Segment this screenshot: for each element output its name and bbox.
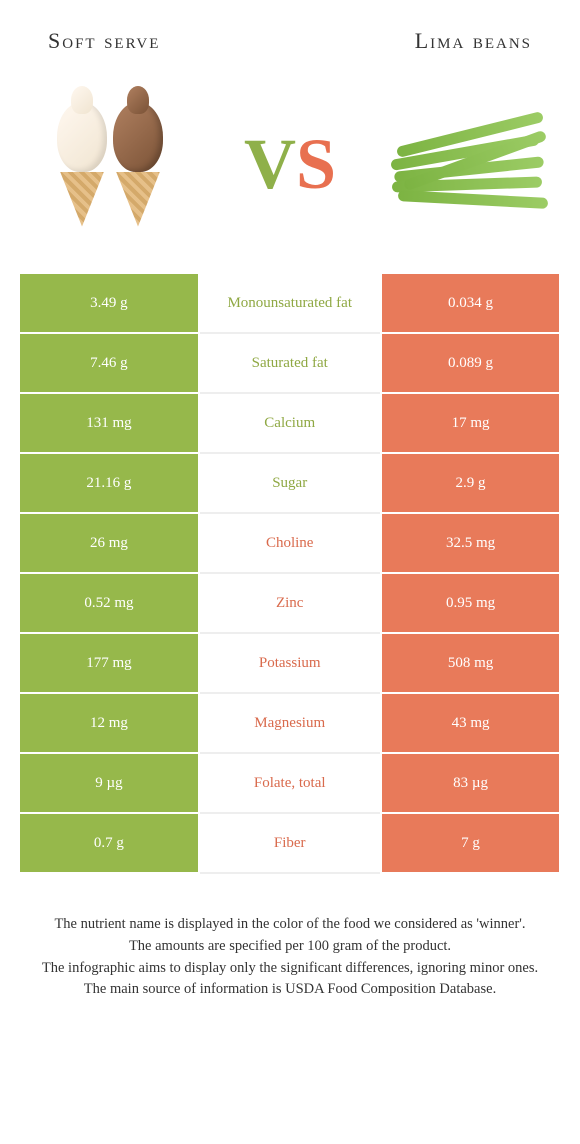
right-value: 2.9 g (380, 454, 560, 514)
right-value: 0.95 mg (380, 574, 560, 634)
right-value: 0.089 g (380, 334, 560, 394)
table-row: 131 mgCalcium17 mg (20, 394, 560, 454)
left-value: 0.7 g (20, 814, 200, 874)
nutrient-label: Zinc (200, 574, 380, 634)
table-row: 0.52 mgZinc0.95 mg (20, 574, 560, 634)
table-row: 21.16 gSugar2.9 g (20, 454, 560, 514)
nutrient-label: Sugar (200, 454, 380, 514)
left-value: 131 mg (20, 394, 200, 454)
left-food-title: Soft serve (48, 28, 160, 54)
left-value: 177 mg (20, 634, 200, 694)
right-value: 43 mg (380, 694, 560, 754)
left-value: 12 mg (20, 694, 200, 754)
nutrient-label: Monounsaturated fat (200, 274, 380, 334)
nutrient-label: Folate, total (200, 754, 380, 814)
right-value: 508 mg (380, 634, 560, 694)
left-value: 3.49 g (20, 274, 200, 334)
right-food-image (390, 84, 550, 244)
vs-v: V (244, 124, 296, 204)
right-value: 83 µg (380, 754, 560, 814)
table-row: 7.46 gSaturated fat0.089 g (20, 334, 560, 394)
table-row: 12 mgMagnesium43 mg (20, 694, 560, 754)
footer-line: The amounts are specified per 100 gram o… (26, 936, 554, 958)
header: Soft serve Lima beans (0, 0, 580, 64)
left-value: 7.46 g (20, 334, 200, 394)
nutrient-table: 3.49 gMonounsaturated fat0.034 g7.46 gSa… (20, 274, 560, 874)
ice-cream-icon (57, 102, 163, 227)
right-value: 17 mg (380, 394, 560, 454)
footer-notes: The nutrient name is displayed in the co… (0, 874, 580, 1001)
left-value: 0.52 mg (20, 574, 200, 634)
vs-label: VS (244, 123, 336, 206)
table-row: 3.49 gMonounsaturated fat0.034 g (20, 274, 560, 334)
footer-line: The main source of information is USDA F… (26, 979, 554, 1001)
footer-line: The nutrient name is displayed in the co… (26, 914, 554, 936)
nutrient-label: Choline (200, 514, 380, 574)
left-value: 21.16 g (20, 454, 200, 514)
table-row: 177 mgPotassium508 mg (20, 634, 560, 694)
table-row: 26 mgCholine32.5 mg (20, 514, 560, 574)
right-value: 0.034 g (380, 274, 560, 334)
table-row: 9 µgFolate, total83 µg (20, 754, 560, 814)
nutrient-label: Magnesium (200, 694, 380, 754)
images-row: VS (0, 64, 580, 274)
right-value: 32.5 mg (380, 514, 560, 574)
right-value: 7 g (380, 814, 560, 874)
nutrient-label: Saturated fat (200, 334, 380, 394)
nutrient-label: Calcium (200, 394, 380, 454)
beans-icon (390, 109, 550, 219)
left-value: 26 mg (20, 514, 200, 574)
left-value: 9 µg (20, 754, 200, 814)
right-food-title: Lima beans (415, 28, 532, 54)
nutrient-label: Fiber (200, 814, 380, 874)
left-food-image (30, 84, 190, 244)
vs-s: S (296, 124, 336, 204)
table-row: 0.7 gFiber7 g (20, 814, 560, 874)
nutrient-label: Potassium (200, 634, 380, 694)
footer-line: The infographic aims to display only the… (26, 958, 554, 980)
